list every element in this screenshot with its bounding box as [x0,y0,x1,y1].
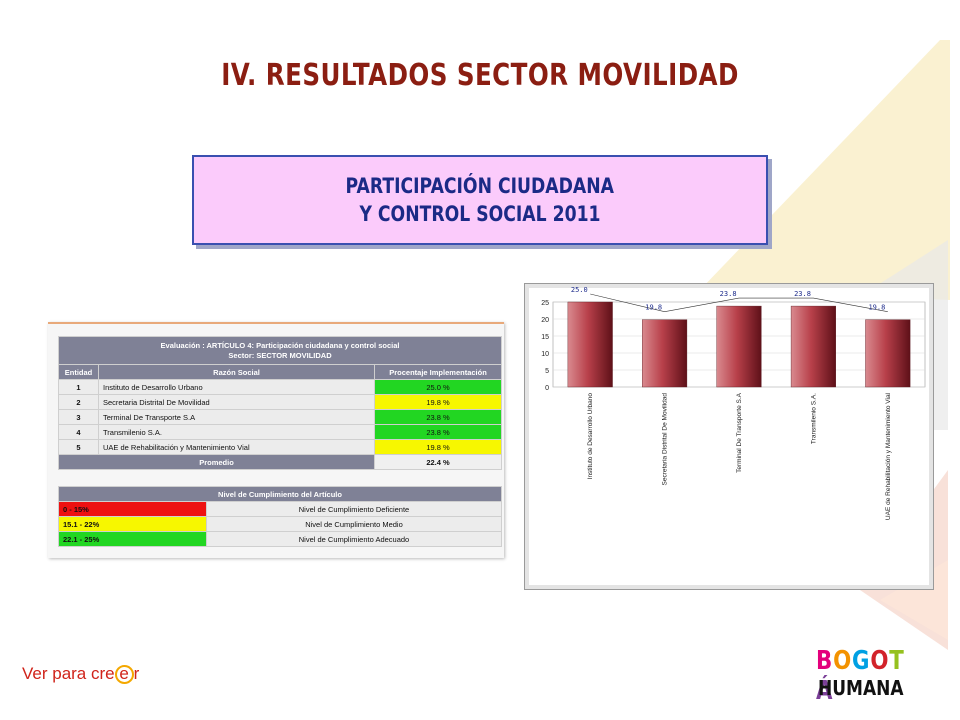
tagline: Ver para cre e r [22,664,139,684]
level-row: 15.1 - 22% Nivel de Cumplimiento Medio [58,516,502,532]
average-value: 22.4 % [373,454,503,470]
row-name: UAE de Rehabilitación y Mantenimiento Vi… [98,439,375,455]
data-label: 23.8 [720,290,737,298]
table-row: 4 Transmilenio S.A. 23.8 % [58,424,503,440]
x-tick-label: UAE de Rehabilitación y Mantenimiento Vi… [885,392,892,520]
bar [642,319,688,388]
level-range: 0 - 15% [58,501,207,517]
row-percentage: 19.8 % [373,439,503,455]
evaluation-table-panel: Evaluación : ARTÍCULO 4: Participación c… [48,322,504,558]
column-header-entidad: Entidad [58,364,99,380]
subtitle-line-1: PARTICIPACIÓN CIUDADANA [345,174,615,198]
row-percentage: 23.8 % [373,424,503,440]
logo-letter: O [870,646,890,676]
y-tick-label: 10 [541,351,549,358]
bar [567,301,613,388]
table-row: 3 Terminal De Transporte S.A 23.8 % [58,409,503,425]
x-tick-label: Terminal De Transporte S.A [736,392,743,473]
average-row: Promedio 22.4 % [58,454,503,470]
bar [716,305,762,388]
logo-letter: G [852,646,871,676]
data-label: 23.8 [794,290,811,298]
evaluation-table-title: Evaluación : ARTÍCULO 4: Participación c… [57,336,503,365]
bar [790,305,836,388]
row-name: Terminal De Transporte S.A [98,409,375,425]
row-percentage: 23.8 % [373,409,503,425]
table-row: 2 Secretaria Distrital De Movilidad 19.8… [58,394,503,410]
row-name: Transmilenio S.A. [98,424,375,440]
tagline-circle-letter: e [114,665,134,684]
y-tick-label: 5 [545,368,549,375]
levels-table: Nivel de Cumplimiento del Artículo 0 - 1… [58,486,502,547]
level-range: 22.1 - 25% [58,531,207,547]
row-number: 1 [58,379,99,395]
y-tick-label: 25 [541,300,549,307]
bar [865,319,911,388]
logo-letter: Á [816,676,834,706]
row-percentage: 19.8 % [373,394,503,410]
average-label: Promedio [58,454,375,470]
y-tick-label: 0 [545,385,549,392]
level-label: Nivel de Cumplimiento Medio [206,516,502,532]
subtitle-line-2: Y CONTROL SOCIAL 2011 [359,202,601,226]
logo-letter: O [833,646,853,676]
slide-title: IV. RESULTADOS SECTOR MOVILIDAD [221,58,739,93]
column-header-razon-social: Razón Social [98,364,375,380]
level-label: Nivel de Cumplimiento Adecuado [206,531,502,547]
row-number: 4 [58,424,99,440]
y-tick-label: 20 [541,317,549,324]
level-range: 15.1 - 22% [58,516,207,532]
tagline-end: r [133,664,140,683]
table-title-line-2: Sector: SECTOR MOVILIDAD [228,350,332,360]
level-row: 0 - 15% Nivel de Cumplimiento Deficiente [58,501,502,517]
row-number: 3 [58,409,99,425]
row-number: 2 [58,394,99,410]
levels-table-title: Nivel de Cumplimiento del Artículo [58,486,502,502]
data-label: 19.8 [645,304,662,312]
x-tick-label: Secretaria Distrital De Movilidad [662,393,669,486]
row-percentage: 25.0 % [373,379,503,395]
row-number: 5 [58,439,99,455]
subtitle-box: PARTICIPACIÓN CIUDADANA Y CONTROL SOCIAL… [192,155,768,245]
evaluation-table: Evaluación : ARTÍCULO 4: Participación c… [57,336,503,470]
row-name: Secretaria Distrital De Movilidad [98,394,375,410]
x-tick-label: Instituto de Desarrollo Urbano [587,393,594,480]
row-name: Instituto de Desarrollo Urbano [98,379,375,395]
y-tick-label: 15 [541,334,549,341]
level-row: 22.1 - 25% Nivel de Cumplimiento Adecuad… [58,531,502,547]
bogota-humana-logo: BOGOTÁ HUMANA [816,646,926,706]
trend-line [590,293,888,312]
logo-line-2: HUMANA [818,676,904,700]
logo-line-1: BOGOTÁ [816,646,906,706]
data-label: 25.0 [571,286,588,294]
logo-letter: T [889,646,905,676]
table-title-line-1: Evaluación : ARTÍCULO 4: Participación c… [160,340,400,350]
level-label: Nivel de Cumplimiento Deficiente [206,501,502,517]
table-row: 1 Instituto de Desarrollo Urbano 25.0 % [58,379,503,395]
column-header-porcentaje: Procentaje Implementación [373,364,503,380]
bar-chart: 0 5 10 15 20 25 25.0 19.8 23.8 23.8 19.8 Instituto … [541,286,926,520]
tagline-text: Ver para cre [22,664,115,683]
data-label: 19.8 [868,304,885,312]
logo-letter: B [816,646,834,676]
table-row: 5 UAE de Rehabilitación y Mantenimiento … [58,439,503,455]
x-tick-label: Transmilenio S.A. [810,393,817,444]
chart-panel: 0 5 10 15 20 25 25.0 19.8 23.8 23.8 19.8 Instituto … [524,283,934,590]
